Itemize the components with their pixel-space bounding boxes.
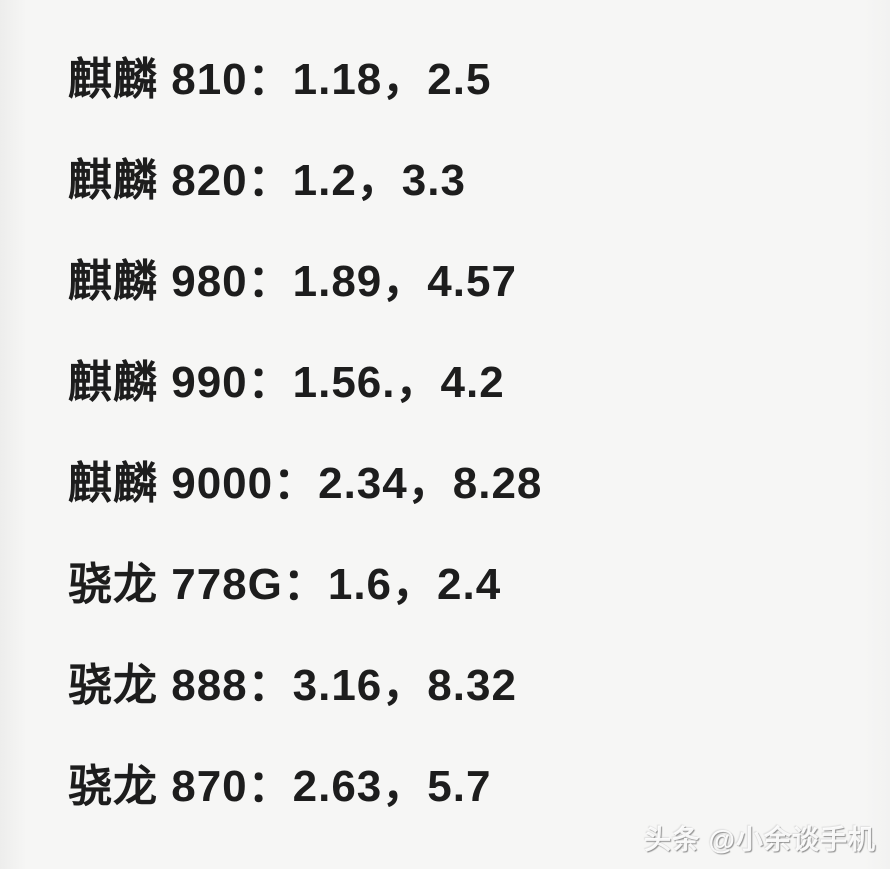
- chip-score-line-snapdragon-870: 骁龙 870：2.63，5.7: [68, 761, 492, 811]
- chipset-score-list: 麒麟 810：1.18，2.5 麒麟 820：1.2，3.3 麒麟 980：1.…: [68, 24, 870, 832]
- chip-score-line-snapdragon-778g: 骁龙 778G：1.6，2.4: [68, 559, 502, 609]
- chip-score-line-kirin-980: 麒麟 980：1.89，4.57: [68, 256, 517, 306]
- chip-score-line-kirin-990: 麒麟 990：1.56.，4.2: [68, 357, 505, 407]
- chip-score-line-snapdragon-888: 骁龙 888：3.16，8.32: [68, 660, 517, 710]
- chip-score-line-kirin-810: 麒麟 810：1.18，2.5: [68, 54, 492, 104]
- chip-score-line-kirin-820: 麒麟 820：1.2，3.3: [68, 155, 466, 205]
- toutiao-watermark: 头条 @小余谈手机: [644, 825, 876, 855]
- chip-score-line-kirin-9000: 麒麟 9000：2.34，8.28: [68, 458, 543, 508]
